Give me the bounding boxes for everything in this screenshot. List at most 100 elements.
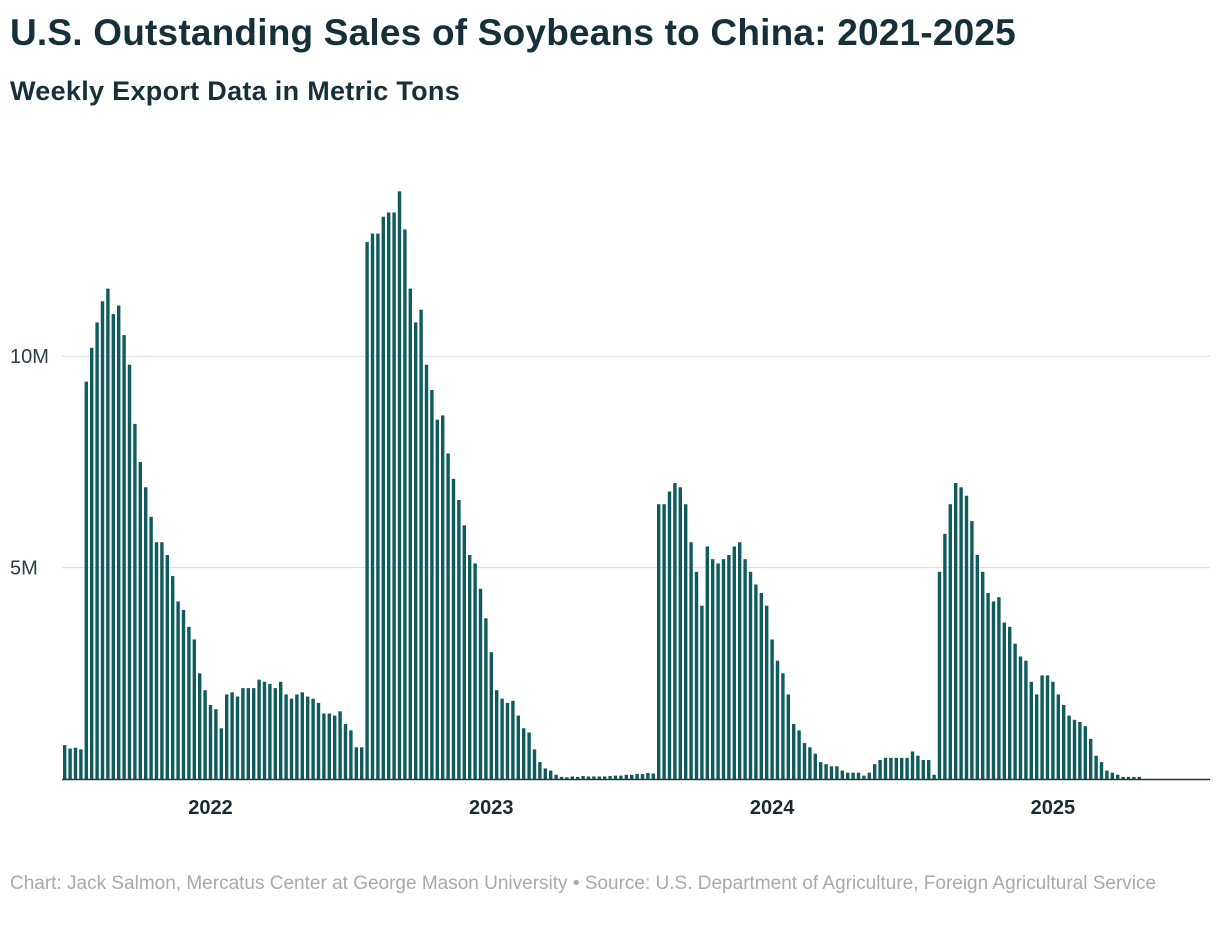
bar <box>171 576 175 779</box>
bar <box>802 743 807 779</box>
bar <box>441 415 445 779</box>
bar <box>1018 656 1023 779</box>
bar <box>792 724 796 779</box>
bar <box>732 546 736 779</box>
bar <box>927 759 931 779</box>
bar <box>106 288 110 779</box>
bar <box>624 774 628 779</box>
bar <box>646 773 650 779</box>
bar <box>738 542 742 779</box>
bar <box>1024 660 1028 779</box>
bar <box>381 216 385 780</box>
bar <box>370 233 375 779</box>
gridlines <box>62 355 1210 569</box>
bar <box>916 755 920 779</box>
bar <box>905 757 909 779</box>
bar <box>586 776 591 779</box>
bar <box>970 521 974 779</box>
y-tick-label: 5M <box>10 558 38 580</box>
bar <box>435 419 439 779</box>
bar <box>797 730 801 779</box>
bar <box>721 559 726 779</box>
bar <box>900 757 904 779</box>
bar <box>684 504 688 779</box>
bar <box>846 772 850 779</box>
bar <box>954 483 958 779</box>
bar <box>1116 774 1120 779</box>
bar <box>457 499 461 779</box>
bar <box>1072 719 1077 779</box>
bar <box>1110 772 1114 779</box>
bar <box>1051 681 1055 779</box>
bar <box>959 487 963 779</box>
bar <box>1094 755 1098 779</box>
bar <box>1089 738 1093 779</box>
bar <box>327 713 331 779</box>
bar <box>1126 776 1131 779</box>
bar <box>603 776 607 779</box>
bar <box>478 588 483 779</box>
bar <box>813 753 817 779</box>
bar <box>597 776 601 779</box>
bar <box>419 309 423 779</box>
chart-footer: Chart: Jack Salmon, Mercatus Center at G… <box>10 870 1210 897</box>
bars <box>63 191 1141 780</box>
bar <box>505 702 510 779</box>
bar <box>716 563 720 779</box>
bar <box>781 673 785 779</box>
bar <box>322 713 326 779</box>
bar <box>230 692 234 779</box>
bar <box>198 673 202 779</box>
bar <box>565 777 569 779</box>
bar <box>295 694 299 779</box>
bar <box>964 495 969 779</box>
bar <box>354 747 358 779</box>
bar <box>613 775 618 779</box>
bar <box>921 759 925 779</box>
bar <box>808 747 812 779</box>
bar <box>991 601 996 779</box>
bar <box>635 773 639 779</box>
bar <box>219 728 223 779</box>
bar <box>1013 643 1017 779</box>
bar <box>192 639 196 779</box>
bar <box>570 776 574 779</box>
bar <box>727 554 731 779</box>
bar <box>90 347 94 779</box>
bar <box>403 229 407 779</box>
bar <box>835 766 839 779</box>
bar <box>338 711 342 779</box>
bar <box>743 559 747 779</box>
bar <box>549 770 553 779</box>
bar <box>73 747 78 779</box>
bar <box>770 639 774 779</box>
bar <box>894 757 898 779</box>
bar <box>165 554 169 779</box>
bar <box>1035 694 1039 779</box>
bar <box>1137 776 1141 779</box>
bar <box>1078 721 1082 779</box>
bar <box>775 660 780 779</box>
bar <box>711 559 715 779</box>
bar <box>484 618 488 779</box>
bar <box>943 533 947 779</box>
footer-credit: Chart: Jack Salmon, Mercatus Center at G… <box>10 873 568 894</box>
bar <box>516 715 520 779</box>
bar <box>538 762 542 779</box>
bar <box>1105 770 1109 779</box>
bar <box>133 423 137 779</box>
bar <box>468 554 472 779</box>
bar <box>910 751 915 779</box>
bar <box>63 745 67 779</box>
bar <box>225 694 229 779</box>
bar <box>1067 715 1071 779</box>
bar <box>365 242 369 780</box>
bar <box>878 759 882 779</box>
bar <box>975 554 979 779</box>
bar <box>235 696 240 779</box>
bar <box>824 764 828 779</box>
bar <box>840 770 844 779</box>
bar <box>451 478 456 779</box>
bar <box>705 546 709 779</box>
bar <box>932 774 936 779</box>
